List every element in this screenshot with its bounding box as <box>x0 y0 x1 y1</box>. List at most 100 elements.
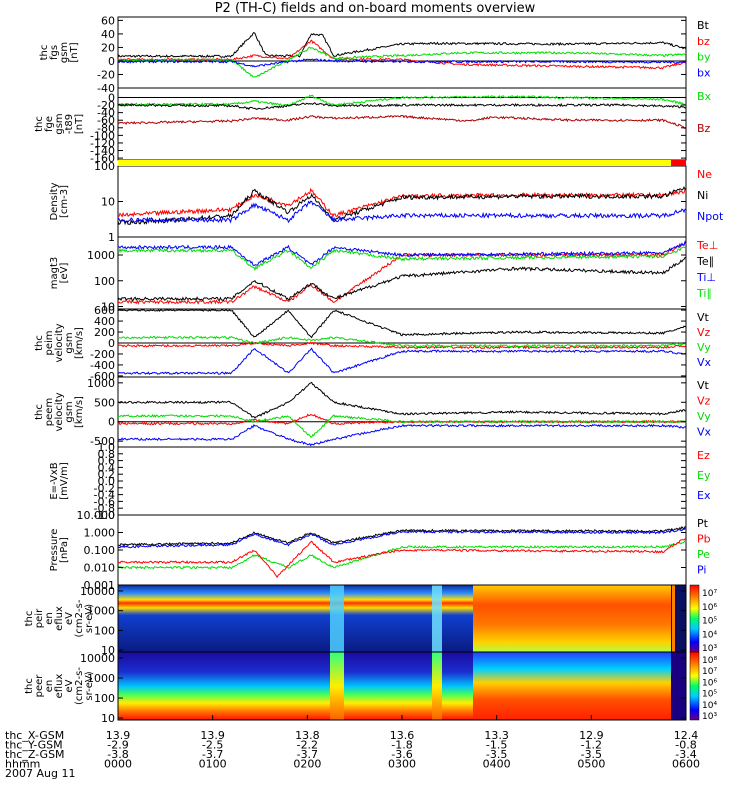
ylabel-line: sr-eV) <box>84 671 95 700</box>
ytick-label: 0.100 <box>84 544 116 557</box>
legend-density-0: Ne <box>697 168 712 181</box>
series-peem-Vt <box>117 381 687 419</box>
series-peem-Vz <box>117 413 687 426</box>
ytick-label: -500 <box>90 435 115 448</box>
panel-efield: 1.00.80.60.40.20.0-0.2-0.4-0.6-0.8-1.0 E=… <box>49 441 687 522</box>
xaxis-cell-z: -3.5 <box>581 748 602 761</box>
legend-temp-3: Ti∥ <box>696 287 712 300</box>
ytick-label: 1000 <box>87 249 115 262</box>
ylabel-line: -t89 <box>64 114 75 134</box>
ylabel-line: gsm <box>54 113 65 134</box>
legend-density-2: Npot <box>697 210 724 223</box>
series-fge-Bx <box>117 102 687 111</box>
ytick-label: 500 <box>94 396 115 409</box>
ytick-label: 40 <box>101 28 115 41</box>
ylabel-line: en <box>44 612 55 625</box>
ytick-label: -0.8 <box>94 502 115 515</box>
ylabel-line: [mV/m] <box>59 462 70 500</box>
ytick-label: 200 <box>94 326 115 339</box>
xaxis-cell-t: 0300 <box>388 758 416 771</box>
ytick-label: -60 <box>97 114 115 127</box>
panel-frame <box>117 165 687 238</box>
ylabel-line: gsm <box>64 401 75 422</box>
ytick-label: 0.001 <box>84 579 116 592</box>
xaxis-cell-z: -3.6 <box>391 748 412 761</box>
colorbar-tick: 10⁵ <box>702 690 717 700</box>
xaxis-cell-y: -1.5 <box>486 739 507 752</box>
series-pressure-Pi <box>117 528 687 549</box>
xaxis-cell-z: -3.5 <box>486 748 507 761</box>
ytick-label: 1000 <box>87 672 115 685</box>
ytick-label: 10000 <box>80 652 115 665</box>
ylabel-line: eV <box>64 679 75 692</box>
ytick-label: 0 <box>108 55 115 68</box>
legend-pressure-3: Pi <box>697 564 706 577</box>
legend-peim-3: Vx <box>697 356 712 369</box>
xaxis-cell-x: 12.9 <box>579 729 604 742</box>
ytick-label: -200 <box>90 348 115 361</box>
ylabel-line: gsm <box>64 332 75 353</box>
legend-fgs-1: bz <box>697 35 710 48</box>
ylabel-line: fgs <box>49 45 60 60</box>
ylabel-line: thc <box>24 678 35 694</box>
ylabel-line: thc <box>24 611 35 627</box>
series-density-Npot <box>117 200 687 224</box>
ytick-label: 0.0 <box>98 475 116 488</box>
ylabel-line: velocity <box>54 323 65 362</box>
ytick-label: -0.2 <box>94 482 115 495</box>
colorbar-tick: 10⁸ <box>702 656 717 666</box>
legend-efield-2: Ex <box>697 489 711 502</box>
series-fgs-Bt <box>117 31 687 59</box>
ylabel-line: eflux <box>54 674 65 699</box>
ylabel-line: (cm2-s- <box>74 599 85 637</box>
ytick-label: -0.4 <box>94 489 115 502</box>
colorbar-tick: 10⁷ <box>702 589 717 599</box>
legend-temp-2: Ti⊥ <box>696 271 716 284</box>
ylabel-line: thc <box>39 45 50 61</box>
electron-spectrogram-image <box>118 652 686 720</box>
ytick-label: -0.6 <box>94 495 115 508</box>
legend-fgs-2: by <box>697 51 711 64</box>
xaxis-cell-x: 12.4 <box>674 729 699 742</box>
ylabel-line: [km/s] <box>74 396 85 428</box>
colorbar-tick: 10³ <box>702 712 717 722</box>
ytick-label: 100 <box>94 692 115 705</box>
series-peem-Vy <box>117 413 687 438</box>
ytick-label: 600 <box>94 304 115 317</box>
series-pressure-Pb <box>117 538 687 579</box>
ytick-label: 10.000 <box>77 509 116 522</box>
ylabel-line: en <box>44 680 55 693</box>
series-fgs-bx <box>117 58 687 68</box>
colorbar-tick: 10⁶ <box>702 678 717 688</box>
legend-efield-0: Ez <box>697 449 710 462</box>
ytick-label: -120 <box>90 137 115 150</box>
ytick-label: 1000 <box>87 377 115 390</box>
xaxis-cell-x: 13.9 <box>200 729 225 742</box>
colorbar-tick: 10³ <box>702 644 717 654</box>
xaxis-row-label: 2007 Aug 11 <box>5 767 75 780</box>
panel-peem: 1000 500 0 -500 thc peem velocity gsm [km/s] <box>34 376 687 448</box>
state-bar <box>118 160 671 166</box>
ytick-label: 0 <box>108 337 115 350</box>
xaxis-cell-z: -3.8 <box>107 748 128 761</box>
overlay: Bt bz by bx Bx Bz Ne Ni Npot Te⊥ Te∥ Ti⊥ Ti∥ Vt Vz Vy Vx… <box>5 19 724 780</box>
ytick-label: -140 <box>90 145 115 158</box>
ytick-label: 100 <box>94 624 115 637</box>
series-pressure-Pt <box>118 526 687 547</box>
xaxis-cell-z: -3.4 <box>675 748 696 761</box>
ytick-label: 100 <box>94 275 115 288</box>
colorbar-tick: 10⁷ <box>702 667 717 677</box>
legend-peim-2: Vy <box>697 341 711 354</box>
legend-fge-1: Bz <box>697 122 711 135</box>
series-peim-Vx <box>117 347 687 375</box>
panel-temp: 1000 100 10 magt3 [eV] <box>49 236 687 314</box>
series-temp-Ti_perp <box>118 240 687 267</box>
colorbar-peir <box>689 584 700 653</box>
ytick-label: -1.0 <box>94 509 115 522</box>
series-peim-Vt <box>117 309 687 339</box>
ytick-label: 10 <box>101 644 115 657</box>
ytick-label: -400 <box>90 359 115 372</box>
ytick-label: 10 <box>101 301 115 314</box>
